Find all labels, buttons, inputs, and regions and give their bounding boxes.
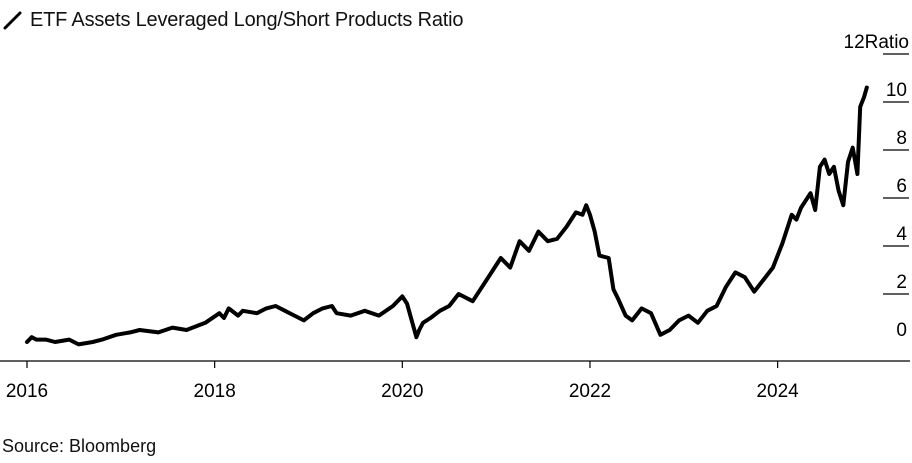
x-tick-label-2022: 2022 [569, 381, 611, 402]
x-tick-label-2016: 2016 [6, 381, 48, 402]
chart-title-text: ETF Assets Leveraged Long/Short Products… [30, 8, 464, 31]
x-tick-label-2020: 2020 [381, 381, 423, 402]
line-chart: 2016 2018 2020 2022 2024 0 2 4 6 8 10 12 Ratio [0, 32, 910, 402]
y-axis-label: Ratio [865, 32, 909, 53]
x-tick-label-2024: 2024 [756, 381, 799, 402]
y-tick-label-8: 8 [896, 128, 907, 149]
y-tick-label-0: 0 [896, 320, 907, 341]
source-note: Source: Bloomberg [2, 436, 157, 456]
line-series-icon [3, 11, 22, 30]
series-line-0 [25, 85, 869, 347]
y-tick-label-2: 2 [896, 272, 907, 293]
x-tick-label-2018: 2018 [194, 381, 236, 402]
y-tick-label-6: 6 [896, 176, 907, 197]
y-tick-label-10: 10 [886, 80, 907, 101]
y-tick-label-4: 4 [896, 224, 907, 245]
y-tick-label-12: 12 [844, 32, 865, 53]
chart-title: ETF Assets Leveraged Long/Short Products… [0, 6, 463, 34]
